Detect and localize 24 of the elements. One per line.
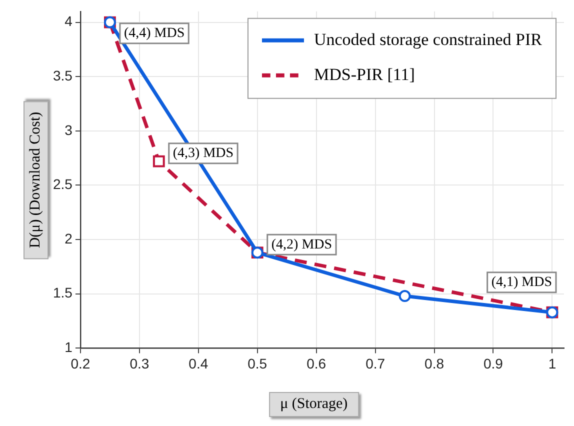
x-tick-label: 1 <box>548 355 556 372</box>
y-tick-label: 1.5 <box>52 284 73 301</box>
annotation: (4,2) MDS <box>271 237 332 252</box>
x-tick-label: 0.9 <box>484 355 504 372</box>
y-tick-label: 2 <box>64 230 73 246</box>
y-tick-label: 4 <box>64 13 73 30</box>
annotation: (4,1) MDS <box>491 275 552 290</box>
y-axis-title: D(μ) (Download Cost) <box>24 100 48 260</box>
x-axis-title: μ (Storage) <box>269 392 359 417</box>
x-tick-label: 0.2 <box>70 355 90 372</box>
x-tick-label: 0.3 <box>130 355 150 372</box>
legend-label: MDS-PIR [11] <box>314 64 415 84</box>
x-tick-label: 0.8 <box>424 355 444 372</box>
x-tick-label: 0.6 <box>306 355 326 372</box>
annotation: (4,4) MDS <box>124 26 185 42</box>
annotation: (4,3) MDS <box>172 146 234 161</box>
y-tick-label: 1 <box>64 339 73 356</box>
y-tick-label: 2.5 <box>52 176 73 192</box>
y-tick-label: 3.5 <box>52 67 73 84</box>
y-tick-label: 3 <box>64 122 73 138</box>
legend-label: Uncoded storage constrained PIR <box>314 30 543 49</box>
x-tick-label: 0.5 <box>248 355 268 372</box>
x-tick-label: 0.7 <box>366 355 386 372</box>
x-tick-label: 0.4 <box>188 355 208 372</box>
